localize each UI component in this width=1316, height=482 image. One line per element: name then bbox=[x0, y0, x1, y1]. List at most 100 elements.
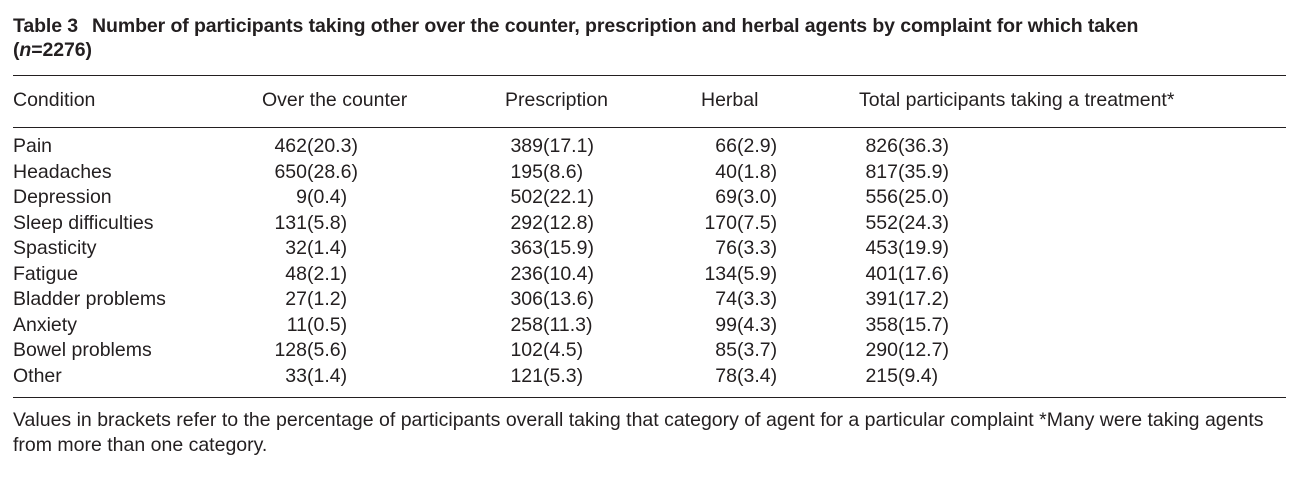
cell-percentage: (28.6) bbox=[307, 160, 358, 183]
cell-percentage: (35.9) bbox=[898, 160, 949, 183]
cell-count: 85 bbox=[715, 339, 737, 361]
cell-count: 99 bbox=[715, 313, 737, 336]
table-top-rule bbox=[13, 75, 1286, 76]
cell-count: 134 bbox=[704, 262, 737, 285]
sample-size-variable: n bbox=[19, 39, 32, 61]
cell-count: 290 bbox=[865, 339, 898, 361]
cell-count: 389 bbox=[510, 135, 543, 157]
cell-percentage: (4.3) bbox=[737, 313, 778, 336]
cell-condition: Anxiety bbox=[13, 313, 77, 336]
cell-percentage: (22.1) bbox=[543, 186, 594, 208]
cell-prescription: 502(22.1) bbox=[505, 185, 701, 211]
cell-prescription: 102(4.5) bbox=[505, 338, 701, 364]
table-caption: Table 3 Number of participants taking oth… bbox=[13, 14, 1286, 62]
cell-over-the-counter: 48(2.1) bbox=[262, 262, 505, 288]
cell-count: 502 bbox=[510, 186, 543, 208]
cell-prescription: 292(12.8) bbox=[505, 211, 701, 237]
cell-count: 306 bbox=[510, 288, 543, 310]
cell-percentage: (9.4) bbox=[898, 364, 939, 387]
cell-total: 552(24.3) bbox=[859, 211, 1286, 237]
cell-count: 32 bbox=[285, 237, 307, 259]
cell-total: 826(36.3) bbox=[859, 128, 1286, 160]
cell-condition: Sleep difficulties bbox=[13, 211, 154, 234]
table-row: Bowel problems 128(5.6) 102(4.5) 85(3.7) 290… bbox=[13, 338, 1286, 364]
cell-count: 128 bbox=[274, 339, 307, 361]
cell-count: 27 bbox=[285, 288, 307, 310]
cell-prescription: 236(10.4) bbox=[505, 262, 701, 288]
cell-prescription: 306(13.6) bbox=[505, 287, 701, 313]
cell-count: 462 bbox=[274, 135, 307, 157]
cell-percentage: (5.9) bbox=[737, 262, 778, 285]
cell-count: 215 bbox=[865, 364, 898, 387]
cell-count: 33 bbox=[285, 364, 307, 387]
cell-count: 650 bbox=[274, 160, 307, 183]
cell-count: 66 bbox=[715, 135, 737, 157]
cell-percentage: (3.4) bbox=[737, 364, 778, 387]
cell-count: 363 bbox=[510, 237, 543, 259]
cell-prescription: 121(5.3) bbox=[505, 364, 701, 390]
cell-condition: Pain bbox=[13, 135, 53, 157]
cell-condition: Depression bbox=[13, 186, 112, 208]
cell-percentage: (1.2) bbox=[307, 288, 348, 310]
cell-over-the-counter: 128(5.6) bbox=[262, 338, 505, 364]
cell-total: 401(17.6) bbox=[859, 262, 1286, 288]
cell-over-the-counter: 33(1.4) bbox=[262, 364, 505, 390]
cell-herbal: 99(4.3) bbox=[701, 313, 859, 339]
cell-over-the-counter: 462(20.3) bbox=[262, 128, 505, 160]
cell-percentage: (8.6) bbox=[543, 160, 584, 183]
cell-count: 292 bbox=[510, 211, 543, 234]
cell-count: 258 bbox=[510, 313, 543, 336]
cell-count: 102 bbox=[510, 339, 543, 361]
cell-percentage: (24.3) bbox=[898, 211, 949, 234]
cell-count: 76 bbox=[715, 237, 737, 259]
cell-prescription: 195(8.6) bbox=[505, 160, 701, 186]
cell-over-the-counter: 32(1.4) bbox=[262, 236, 505, 262]
table-row: Depression 9(0.4) 502(22.1) 69(3.0) 556(25.0… bbox=[13, 185, 1286, 211]
cell-condition: Bowel problems bbox=[13, 339, 152, 361]
cell-percentage: (5.6) bbox=[307, 339, 348, 361]
cell-condition: Headaches bbox=[13, 160, 112, 183]
cell-count: 131 bbox=[274, 211, 307, 234]
table-label: Table 3 bbox=[13, 15, 79, 37]
header-over-the-counter: Over the counter bbox=[262, 89, 408, 111]
table-row: Spasticity 32(1.4) 363(15.9) 76(3.3) 453(19.… bbox=[13, 236, 1286, 262]
table-row: Sleep difficulties 131(5.8) 292(12.8) 170(7… bbox=[13, 211, 1286, 237]
cell-count: 195 bbox=[510, 160, 543, 183]
cell-over-the-counter: 650(28.6) bbox=[262, 160, 505, 186]
cell-count: 69 bbox=[715, 186, 737, 208]
sample-size-open: ( bbox=[13, 39, 20, 61]
cell-total: 556(25.0) bbox=[859, 185, 1286, 211]
cell-percentage: (15.7) bbox=[898, 313, 949, 336]
cell-percentage: (1.4) bbox=[307, 364, 348, 387]
table-title: Number of participants taking other over… bbox=[92, 15, 1139, 37]
cell-condition: Fatigue bbox=[13, 262, 79, 285]
cell-herbal: 69(3.0) bbox=[701, 185, 859, 211]
cell-percentage: (17.1) bbox=[543, 135, 594, 157]
cell-herbal: 76(3.3) bbox=[701, 236, 859, 262]
cell-over-the-counter: 27(1.2) bbox=[262, 287, 505, 313]
cell-percentage: (36.3) bbox=[898, 135, 949, 157]
header-herbal: Herbal bbox=[701, 89, 759, 111]
cell-herbal: 66(2.9) bbox=[701, 128, 859, 160]
cell-count: 552 bbox=[865, 211, 898, 234]
cell-count: 401 bbox=[865, 262, 898, 285]
cell-count: 48 bbox=[285, 262, 307, 285]
cell-count: 170 bbox=[704, 211, 737, 234]
table-row: Headaches 650(28.6) 195(8.6) 40(1.8) 817(35.… bbox=[13, 160, 1286, 186]
cell-herbal: 85(3.7) bbox=[701, 338, 859, 364]
cell-prescription: 363(15.9) bbox=[505, 236, 701, 262]
header-total: Total participants taking a treatment* bbox=[859, 89, 1175, 111]
cell-count: 453 bbox=[865, 237, 898, 259]
cell-count: 11 bbox=[286, 313, 307, 336]
cell-herbal: 170(7.5) bbox=[701, 211, 859, 237]
cell-count: 236 bbox=[510, 262, 543, 285]
cell-percentage: (0.5) bbox=[307, 313, 348, 336]
cell-count: 9 bbox=[296, 186, 307, 208]
table-row: Anxiety 11(0.5) 258(11.3) 99(4.3) 358(15.7) bbox=[13, 313, 1286, 339]
cell-total: 817(35.9) bbox=[859, 160, 1286, 186]
cell-over-the-counter: 11(0.5) bbox=[262, 313, 505, 339]
cell-count: 817 bbox=[865, 160, 898, 183]
cell-over-the-counter: 131(5.8) bbox=[262, 211, 505, 237]
cell-percentage: (10.4) bbox=[543, 262, 594, 285]
